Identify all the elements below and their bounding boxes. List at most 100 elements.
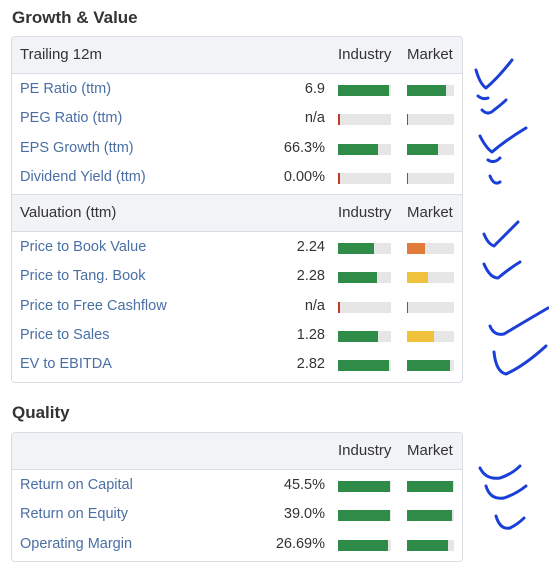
metric-link[interactable]: EPS Growth (ttm) [20, 139, 134, 156]
industry-bar-fill [338, 331, 379, 343]
metric-link[interactable]: Dividend Yield (ttm) [20, 168, 146, 185]
market-column-label: Market [407, 46, 453, 63]
metric-link[interactable]: Price to Tang. Book [20, 268, 146, 285]
metric-value: 2.24 [296, 239, 325, 256]
industry-bar-fill [338, 539, 389, 551]
market-bar [407, 114, 454, 126]
metric-link[interactable]: Price to Book Value [20, 239, 147, 256]
market-column-label: Market [407, 442, 453, 459]
industry-bar [338, 172, 391, 184]
market-bar-fill [407, 301, 409, 313]
market-bar [407, 243, 454, 255]
valuation-header: Valuation (ttm) Industry Market [12, 194, 462, 233]
checkmark-icon [476, 94, 508, 115]
market-bar [407, 360, 454, 372]
metric-value: 1.28 [296, 327, 325, 344]
metric-row: Dividend Yield (ttm) 0.00% [12, 163, 462, 192]
industry-bar [338, 272, 391, 284]
metric-value: n/a [304, 297, 325, 314]
quality-title: Quality [12, 403, 70, 422]
metric-link[interactable]: PEG Ratio (ttm) [20, 110, 123, 127]
industry-bar [338, 360, 391, 372]
metric-row: Price to Sales 1.28 [12, 321, 462, 350]
industry-bar-fill [338, 301, 340, 313]
industry-column-label: Industry [338, 204, 392, 222]
checkmark-icon [478, 126, 528, 154]
industry-bar-fill [338, 172, 340, 184]
industry-column-label: Industry [338, 46, 392, 63]
checkmark-icon [486, 156, 502, 185]
trailing-rows: PE Ratio (ttm) 6.9 PEG Ratio (ttm) n/a EPS G… [12, 74, 462, 194]
market-bar [407, 272, 454, 284]
metric-row: Return on Equity 39.0% [12, 500, 462, 529]
market-bar-fill [407, 272, 428, 284]
metric-value: n/a [304, 110, 325, 127]
industry-bar-fill [338, 85, 390, 96]
metric-value: 0.00% [283, 168, 325, 185]
market-bar-fill [407, 172, 409, 184]
market-bar-fill [407, 481, 454, 492]
market-bar [407, 510, 454, 522]
market-bar [407, 172, 454, 184]
industry-column-label: Industry [338, 442, 392, 459]
market-bar [407, 143, 454, 155]
metric-row: Operating Margin 26.69% [12, 530, 462, 559]
industry-bar [338, 85, 391, 96]
market-bar-fill [407, 85, 446, 96]
market-bar-fill [407, 510, 452, 522]
industry-bar-fill [338, 360, 390, 372]
metric-value: 2.28 [296, 268, 325, 285]
market-bar [407, 301, 454, 313]
metric-value: 66.3% [283, 139, 325, 156]
market-bar-fill [407, 243, 425, 255]
metric-link[interactable]: Operating Margin [20, 535, 133, 552]
industry-bar-fill [338, 243, 375, 255]
metric-value: 39.0% [283, 506, 325, 523]
trailing-header: Trailing 12m Industry Market [12, 37, 462, 74]
metric-row: PE Ratio (ttm) 6.9 [12, 75, 462, 104]
metric-link[interactable]: Price to Sales [20, 327, 110, 344]
metric-link[interactable]: Return on Capital [20, 477, 133, 493]
metric-link[interactable]: Price to Free Cashflow [20, 297, 167, 314]
metric-link[interactable]: EV to EBITDA [20, 356, 112, 373]
market-column-label: Market [407, 204, 453, 222]
market-bar-fill [407, 360, 450, 372]
growth-value-card: Trailing 12m Industry Market PE Ratio (t… [11, 36, 463, 383]
metric-value: 26.69% [275, 535, 325, 552]
industry-bar [338, 539, 391, 551]
metric-row: EV to EBITDA 2.82 [12, 350, 462, 379]
checkmark-icon [478, 464, 522, 480]
metric-value: 2.82 [296, 356, 325, 373]
checkmark-icon [474, 58, 514, 90]
market-bar [407, 85, 454, 96]
valuation-rows: Price to Book Value 2.24 Price to Tang. Bo… [12, 232, 462, 381]
market-bar-fill [407, 114, 409, 126]
industry-bar [338, 243, 391, 255]
metric-row: Price to Book Value 2.24 [12, 233, 462, 262]
checkmark-icon [482, 220, 520, 248]
market-bar-fill [407, 331, 434, 343]
industry-bar-fill [338, 114, 340, 126]
checkmark-icon [494, 514, 526, 530]
industry-bar [338, 301, 391, 313]
growth-value-title: Growth & Value [12, 8, 138, 27]
industry-bar-fill [338, 481, 390, 492]
quality-rows: Return on Capital 45.5% Return on Equity 39… [12, 470, 462, 561]
metric-row: Price to Free Cashflow n/a [12, 292, 462, 321]
checkmark-icon [484, 484, 528, 500]
metric-link[interactable]: PE Ratio (ttm) [20, 81, 112, 97]
industry-bar [338, 331, 391, 343]
market-bar [407, 331, 454, 343]
industry-bar [338, 481, 391, 492]
metric-row: Return on Capital 45.5% [12, 471, 462, 500]
metric-row: EPS Growth (ttm) 66.3% [12, 134, 462, 163]
metric-row: Price to Tang. Book 2.28 [12, 262, 462, 291]
checkmark-icon [492, 344, 548, 376]
metric-link[interactable]: Return on Equity [20, 506, 129, 523]
quality-card: Industry Market Return on Capital 45.5% Re… [11, 432, 463, 562]
industry-bar-fill [338, 272, 378, 284]
market-bar [407, 539, 454, 551]
market-bar-fill [407, 143, 439, 155]
industry-bar [338, 143, 391, 155]
